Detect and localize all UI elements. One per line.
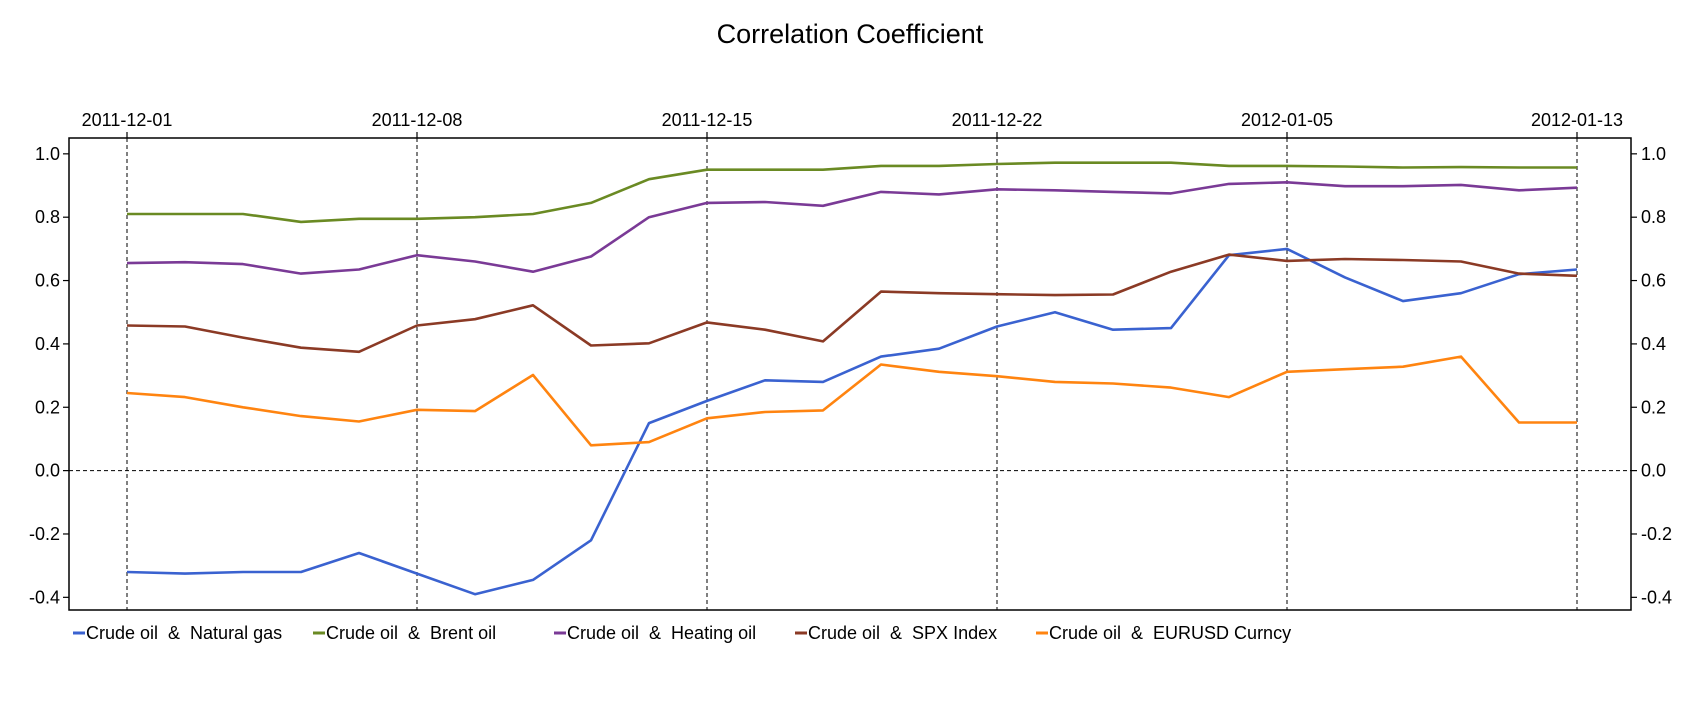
- y-tick-label-left: 0.6: [35, 271, 60, 291]
- y-tick-label-right: -0.4: [1641, 587, 1672, 607]
- series-line-5: [126, 355, 1577, 447]
- legend-label-5: Crude oil & EURUSD Curncy: [1049, 623, 1291, 643]
- y-tick-label-left: 0.2: [35, 397, 60, 417]
- x-tick-label: 2011-12-08: [372, 110, 463, 130]
- x-tick-label: 2012-01-13: [1531, 110, 1623, 130]
- chart-title: Correlation Coefficient: [717, 19, 984, 49]
- legend: Crude oil & Natural gas Crude oil & Brent…: [73, 623, 1291, 643]
- y-tick-label-right: 0.0: [1641, 461, 1666, 481]
- legend-label-4: Crude oil & SPX Index: [808, 623, 997, 643]
- y-tick-label-left: 1.0: [35, 144, 60, 164]
- y-tick-label-left: 0.8: [35, 207, 60, 227]
- grid-lines: [69, 138, 1631, 610]
- y-tick-label-left: -0.2: [29, 524, 60, 544]
- y-axis-ticks: 1.0 1.0 0.8 0.8 0.6 0.6 0.4 0.4 0.2 0.2 0.0 0.0 -0.2…: [29, 144, 1672, 607]
- x-axis-ticks: 2011-12-01 2011-12-08 2011-12-15 2011-12-22…: [82, 110, 1623, 138]
- series-line-4: [126, 253, 1578, 354]
- plot-frame: [68, 137, 1632, 611]
- series-line-2: [127, 161, 1577, 224]
- y-tick-label-right: 0.2: [1641, 397, 1666, 417]
- y-tick-label-left: 0.4: [35, 334, 60, 354]
- x-tick-label: 2011-12-22: [952, 110, 1043, 130]
- legend-label-2: Crude oil & Brent oil: [326, 623, 496, 643]
- series-line-3: [126, 181, 1578, 275]
- series-line-1: [126, 247, 1578, 596]
- x-tick-label: 2012-01-05: [1241, 110, 1333, 130]
- x-tick-label: 2011-12-15: [662, 110, 753, 130]
- y-tick-label-left: -0.4: [29, 587, 60, 607]
- y-tick-label-left: 0.0: [35, 461, 60, 481]
- y-tick-label-right: 0.4: [1641, 334, 1666, 354]
- y-tick-label-right: -0.2: [1641, 524, 1672, 544]
- series-lines: [126, 161, 1578, 596]
- x-tick-label: 2011-12-01: [82, 110, 173, 130]
- legend-label-1: Crude oil & Natural gas: [86, 623, 282, 643]
- legend-label-3: Crude oil & Heating oil: [567, 623, 756, 643]
- y-tick-label-right: 0.8: [1641, 207, 1666, 227]
- y-tick-label-right: 0.6: [1641, 271, 1666, 291]
- y-tick-label-right: 1.0: [1641, 144, 1666, 164]
